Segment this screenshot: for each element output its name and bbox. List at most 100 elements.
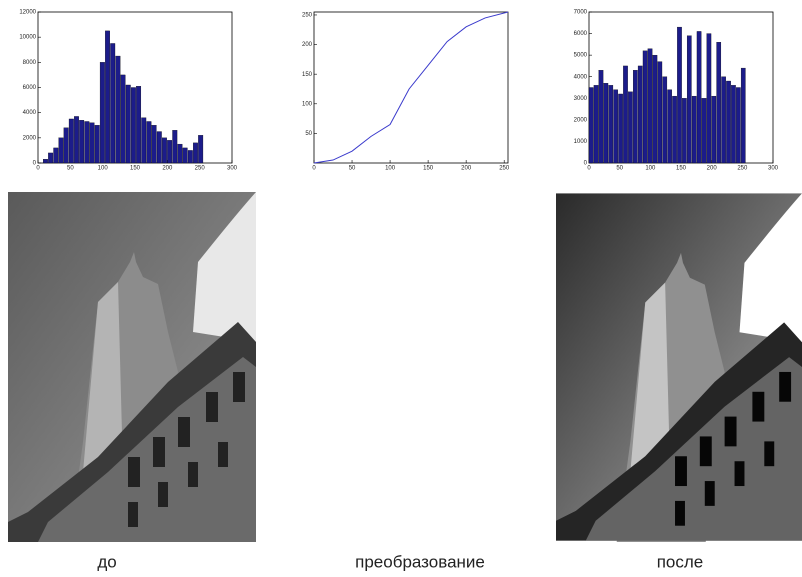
- y-tick-label: 3000: [574, 96, 588, 102]
- caption: преобразование: [355, 552, 485, 571]
- bar: [702, 98, 706, 163]
- bar: [653, 55, 657, 163]
- y-tick-label: 1000: [574, 139, 588, 145]
- photo-after: [556, 193, 802, 550]
- bar: [599, 70, 603, 163]
- bar: [697, 31, 701, 163]
- bar: [658, 62, 662, 163]
- bar: [126, 85, 131, 163]
- bar: [74, 116, 79, 163]
- bar: [614, 90, 618, 163]
- bar: [54, 148, 59, 163]
- bar: [147, 121, 152, 163]
- y-tick-label: 2000: [574, 117, 588, 123]
- x-tick-label: 300: [768, 166, 779, 172]
- bar: [712, 96, 716, 163]
- bar: [69, 119, 74, 163]
- x-tick-label: 250: [195, 166, 206, 172]
- caption: после: [657, 552, 704, 571]
- y-tick-label: 150: [302, 72, 313, 78]
- bar: [48, 153, 53, 163]
- bar: [173, 130, 178, 163]
- x-tick-label: 100: [98, 166, 109, 172]
- plot-frame: [314, 12, 508, 163]
- x-tick-label: 0: [587, 166, 591, 172]
- bar: [741, 68, 745, 163]
- bar: [152, 125, 157, 163]
- x-tick-label: 150: [130, 166, 141, 172]
- y-tick-label: 8000: [23, 60, 37, 66]
- bar: [736, 88, 740, 164]
- y-tick-label: 100: [302, 101, 313, 107]
- bar: [663, 77, 667, 163]
- x-tick-label: 250: [737, 166, 748, 172]
- bar: [668, 90, 672, 163]
- bar: [183, 148, 188, 163]
- bar: [59, 138, 64, 163]
- x-tick-label: 50: [349, 166, 356, 172]
- caption: до: [97, 552, 116, 571]
- bar: [707, 34, 711, 163]
- bar: [717, 42, 721, 163]
- bar: [594, 85, 598, 163]
- bar: [672, 96, 676, 163]
- bar: [604, 83, 608, 163]
- bar: [131, 88, 136, 164]
- x-tick-label: 0: [36, 166, 40, 172]
- bar: [726, 81, 730, 163]
- bar: [167, 140, 172, 163]
- bar: [121, 75, 126, 163]
- x-tick-label: 50: [67, 166, 74, 172]
- y-tick-label: 4000: [23, 110, 37, 116]
- y-tick-label: 4000: [574, 74, 588, 80]
- bar: [85, 121, 90, 163]
- bar: [609, 85, 613, 163]
- bar: [110, 43, 115, 163]
- bar: [193, 143, 198, 163]
- bar: [116, 56, 121, 163]
- bar: [648, 49, 652, 163]
- x-tick-label: 150: [676, 166, 687, 172]
- bar: [692, 96, 696, 163]
- bar: [162, 138, 167, 163]
- bar: [64, 128, 69, 163]
- x-tick-label: 100: [385, 166, 396, 172]
- y-tick-label: 50: [305, 131, 312, 137]
- bar: [589, 88, 593, 164]
- x-tick-label: 200: [461, 166, 472, 172]
- bar: [105, 31, 110, 163]
- bar: [721, 77, 725, 163]
- bar: [628, 92, 632, 163]
- y-tick-label: 6000: [23, 85, 37, 91]
- y-tick-label: 2000: [23, 135, 37, 141]
- y-tick-label: 10000: [19, 35, 36, 41]
- bar: [43, 159, 48, 163]
- x-tick-label: 150: [423, 166, 434, 172]
- x-tick-label: 300: [227, 166, 238, 172]
- bar: [178, 144, 183, 163]
- bar: [638, 66, 642, 163]
- x-tick-label: 50: [616, 166, 623, 172]
- figure: до преобразование после 0200040006000800…: [0, 0, 802, 572]
- bar: [100, 62, 105, 163]
- bar: [677, 27, 681, 163]
- bar: [633, 70, 637, 163]
- y-tick-label: 6000: [574, 31, 588, 37]
- x-tick-label: 200: [162, 166, 173, 172]
- bar: [618, 94, 622, 163]
- bar: [682, 98, 686, 163]
- bar: [79, 120, 84, 163]
- bar: [687, 36, 691, 163]
- y-tick-label: 250: [302, 13, 313, 19]
- x-tick-label: 200: [707, 166, 718, 172]
- bar: [731, 85, 735, 163]
- bar: [141, 118, 146, 163]
- bar: [198, 135, 203, 163]
- y-tick-label: 12000: [19, 10, 36, 16]
- bar: [157, 132, 162, 163]
- bar: [188, 150, 193, 163]
- y-tick-label: 200: [302, 42, 313, 48]
- bar: [623, 66, 627, 163]
- bar: [90, 123, 95, 163]
- bar: [95, 125, 100, 163]
